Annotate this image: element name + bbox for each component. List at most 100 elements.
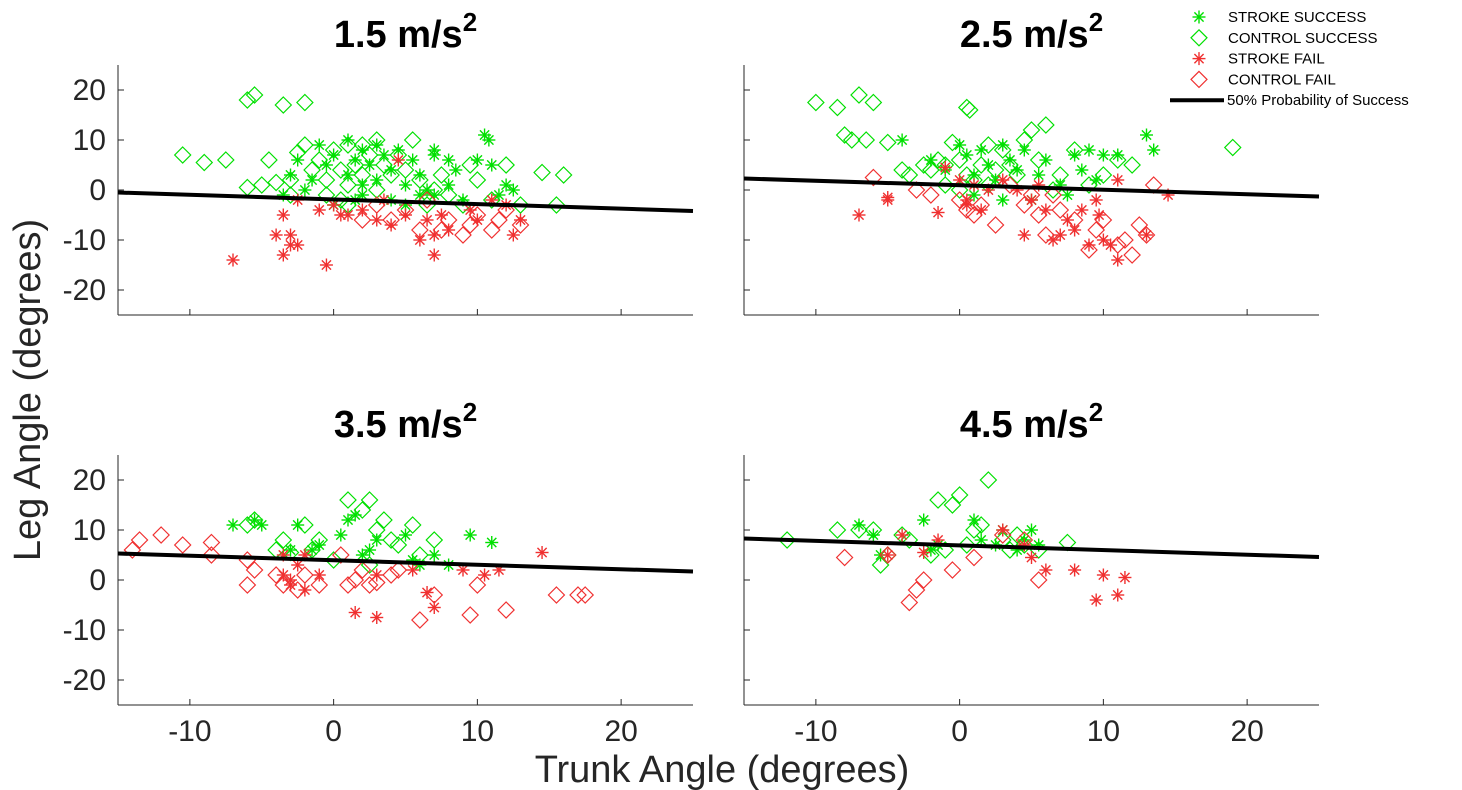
series-stroke-fail	[881, 523, 1132, 607]
data-point	[953, 138, 967, 152]
data-point	[360, 491, 379, 509]
data-point	[986, 161, 1005, 179]
data-point	[226, 253, 240, 267]
data-point	[130, 531, 149, 549]
data-point	[1075, 163, 1089, 177]
data-point	[411, 611, 429, 629]
data-point	[216, 151, 235, 169]
data-point	[391, 143, 405, 157]
data-point	[576, 586, 595, 604]
x-tick-label: 0	[325, 715, 342, 748]
data-point	[432, 166, 451, 184]
data-point	[353, 211, 372, 229]
x-tick-label: 20	[604, 715, 637, 748]
panel-title-main: 4.5 m/s	[960, 404, 1089, 446]
data-point	[482, 133, 496, 147]
data-point	[506, 183, 520, 197]
data-point	[296, 136, 314, 154]
data-point	[288, 581, 307, 599]
data-point	[296, 93, 314, 112]
data-point	[931, 206, 945, 219]
data-point	[238, 551, 257, 569]
data-point	[1029, 206, 1048, 224]
data-point	[1022, 186, 1041, 204]
data-point	[497, 156, 515, 174]
data-point	[979, 471, 998, 489]
data-point	[828, 98, 847, 117]
data-point	[173, 536, 192, 554]
data-point	[547, 586, 566, 604]
data-point	[245, 511, 264, 529]
data-point	[281, 186, 300, 204]
data-point	[979, 136, 998, 154]
x-tick-label: 0	[951, 715, 968, 748]
data-point	[871, 556, 890, 574]
data-point	[245, 86, 264, 104]
data-point	[914, 156, 933, 174]
data-point	[331, 191, 350, 209]
data-point	[411, 221, 429, 239]
data-point	[881, 548, 895, 562]
data-point	[936, 176, 955, 194]
panel-title-superscript: 2	[463, 397, 477, 427]
y-tick-label: 0	[89, 174, 106, 207]
data-point	[1001, 156, 1019, 174]
data-point	[511, 196, 530, 214]
data-point	[418, 191, 436, 209]
data-point	[993, 526, 1012, 544]
data-point	[881, 191, 895, 204]
data-point	[298, 183, 312, 197]
data-point	[506, 228, 520, 242]
data-point	[1017, 143, 1031, 157]
data-point	[850, 521, 868, 539]
data-point	[334, 208, 348, 222]
data-point	[382, 166, 400, 184]
data-point	[296, 516, 314, 534]
data-point	[324, 141, 343, 159]
data-point	[274, 531, 293, 549]
panel-3: 3.5 m/s2 -20 -10 0 10 20 -10 0 10 20	[63, 397, 694, 748]
data-point	[327, 198, 341, 212]
panel-title-superscript: 2	[463, 7, 477, 37]
x-tick-label: -10	[794, 715, 837, 748]
data-point	[1029, 571, 1048, 589]
legend-label: STROKE SUCCESS	[1228, 9, 1366, 26]
data-point	[895, 133, 909, 147]
data-point	[1108, 236, 1127, 254]
data-point	[353, 136, 372, 154]
data-point	[943, 496, 962, 514]
data-point	[367, 573, 386, 592]
data-point	[327, 148, 341, 162]
panel-title-main: 2.5 m/s	[960, 14, 1089, 56]
data-point	[226, 518, 240, 532]
data-point	[864, 93, 883, 112]
data-point	[274, 96, 293, 114]
data-point	[1094, 211, 1113, 229]
data-point	[339, 576, 357, 594]
data-point	[341, 133, 355, 147]
data-point	[375, 156, 393, 174]
data-point	[1053, 228, 1067, 242]
fit-line-50-percent	[117, 190, 694, 213]
data-point	[403, 516, 422, 534]
y-tick-label: -20	[63, 274, 106, 307]
data-point	[346, 571, 365, 589]
data-point	[1015, 131, 1034, 149]
data-point	[878, 133, 897, 152]
data-point	[468, 171, 487, 189]
data-point	[353, 166, 372, 184]
data-point	[260, 151, 278, 169]
data-point	[238, 91, 257, 109]
panel-title: 3.5 m/s2	[334, 397, 477, 446]
data-point	[331, 546, 350, 564]
data-point	[514, 213, 527, 227]
data-point	[917, 546, 931, 559]
data-point	[468, 576, 487, 594]
data-point	[281, 171, 300, 189]
data-point	[367, 131, 386, 149]
data-point	[310, 531, 329, 549]
data-point	[1223, 138, 1242, 157]
data-point	[1087, 221, 1106, 239]
data-point	[965, 548, 983, 567]
series-stroke-success	[895, 128, 1161, 207]
